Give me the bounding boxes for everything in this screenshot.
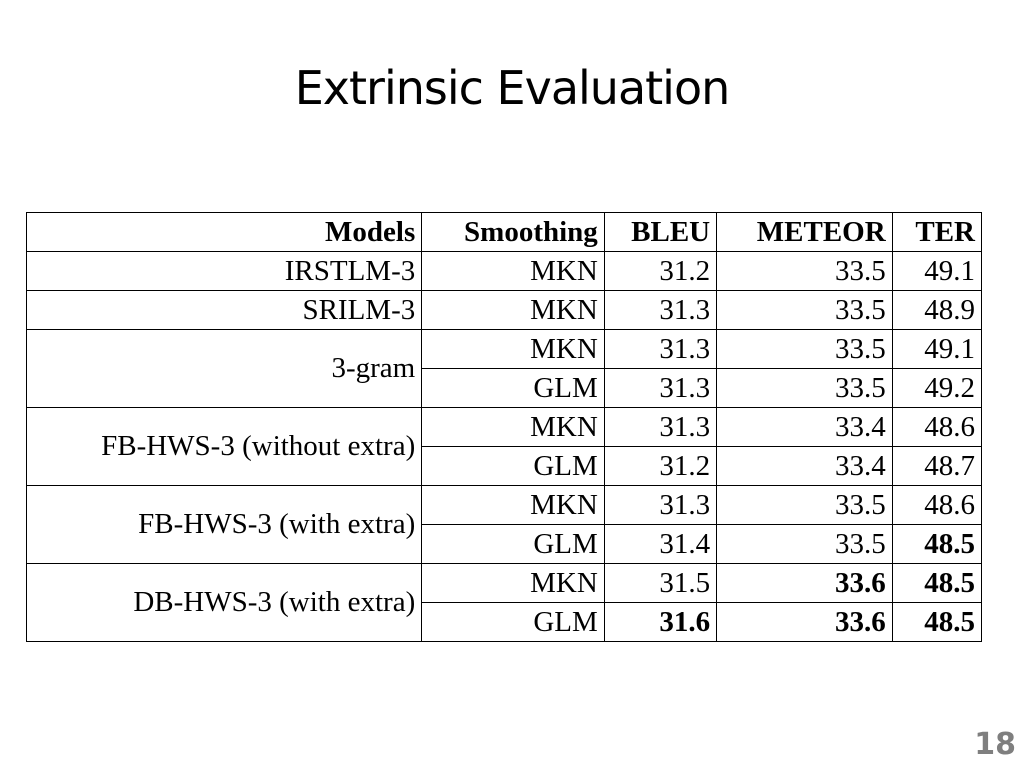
results-table: Models Smoothing BLEU METEOR TER IRSTLM-…	[25, 212, 983, 642]
bleu-cell: 31.3	[603, 290, 718, 330]
ter-cell: 48.6	[891, 485, 983, 525]
smoothing-cell: MKN	[421, 407, 605, 447]
bleu-cell: 31.3	[603, 329, 718, 369]
meteor-cell: 33.5	[716, 251, 893, 291]
model-cell: DB-HWS-3 (with extra)	[25, 563, 423, 642]
smoothing-cell: GLM	[421, 602, 605, 642]
table-row: SRILM-3 MKN 31.3 33.5 48.9	[25, 290, 983, 330]
bleu-cell: 31.3	[603, 368, 718, 408]
bleu-cell: 31.2	[603, 251, 718, 291]
ter-cell: 48.5	[891, 524, 983, 564]
meteor-cell: 33.5	[716, 485, 893, 525]
ter-cell: 48.7	[891, 446, 983, 486]
table-row: IRSTLM-3 MKN 31.2 33.5 49.1	[25, 251, 983, 291]
table-row: FB-HWS-3 (with extra) MKN 31.3 33.5 48.6	[25, 485, 983, 564]
meteor-cell: 33.5	[716, 329, 893, 369]
table-row: GLM 31.6 33.6 48.5	[27, 602, 983, 642]
slide-title: Extrinsic Evaluation	[294, 61, 731, 115]
smoothing-cell: GLM	[421, 368, 605, 408]
smoothing-cell: MKN	[421, 290, 605, 330]
header-meteor: METEOR	[716, 212, 893, 252]
header-bleu: BLEU	[603, 212, 718, 252]
ter-cell: 48.6	[891, 407, 983, 447]
ter-cell: 49.1	[891, 329, 983, 369]
bleu-cell: 31.6	[603, 602, 718, 642]
ter-cell: 48.5	[891, 563, 983, 603]
table-row: DB-HWS-3 (with extra) MKN 31.5 33.6 48.5	[25, 563, 983, 642]
meteor-cell: 33.6	[716, 563, 893, 603]
bleu-cell: 31.3	[603, 485, 718, 525]
smoothing-cell: MKN	[421, 563, 605, 603]
smoothing-cell: GLM	[421, 524, 605, 564]
model-cell: 3-gram	[25, 329, 423, 408]
bleu-cell: 31.3	[603, 407, 718, 447]
ter-cell: 49.2	[891, 368, 983, 408]
smoothing-cell: MKN	[421, 485, 605, 525]
smoothing-cell: MKN	[421, 329, 605, 369]
model-cell: FB-HWS-3 (without extra)	[25, 407, 423, 486]
header-ter: TER	[891, 212, 983, 252]
header-row: Models Smoothing BLEU METEOR TER	[25, 212, 983, 252]
model-cell: FB-HWS-3 (with extra)	[25, 485, 423, 564]
table-row: GLM 31.4 33.5 48.5	[27, 524, 983, 564]
table-row: FB-HWS-3 (without extra) MKN 31.3 33.4 48.6	[25, 407, 983, 486]
meteor-cell: 33.5	[716, 524, 893, 564]
bleu-cell: 31.4	[603, 524, 718, 564]
bleu-cell: 31.5	[603, 563, 718, 603]
model-cell: IRSTLM-3	[25, 251, 423, 291]
meteor-cell: 33.5	[716, 368, 893, 408]
meteor-cell: 33.5	[716, 290, 893, 330]
smoothing-cell: GLM	[421, 446, 605, 486]
ter-cell: 48.9	[891, 290, 983, 330]
ter-cell: 48.5	[891, 602, 983, 642]
meteor-cell: 33.6	[716, 602, 893, 642]
model-cell: SRILM-3	[25, 290, 423, 330]
bleu-cell: 31.2	[603, 446, 718, 486]
table-body: IRSTLM-3 MKN 31.2 33.5 49.1 SRILM-3 MKN 31.3 33.…	[25, 251, 983, 642]
meteor-cell: 33.4	[716, 446, 893, 486]
meteor-cell: 33.4	[716, 407, 893, 447]
header-smoothing: Smoothing	[421, 212, 605, 252]
page-number: 18	[974, 727, 1016, 762]
ter-cell: 49.1	[891, 251, 983, 291]
table-row: 3-gram MKN 31.3 33.5 49.1	[25, 329, 983, 408]
smoothing-cell: MKN	[421, 251, 605, 291]
header-models: Models	[25, 212, 423, 252]
